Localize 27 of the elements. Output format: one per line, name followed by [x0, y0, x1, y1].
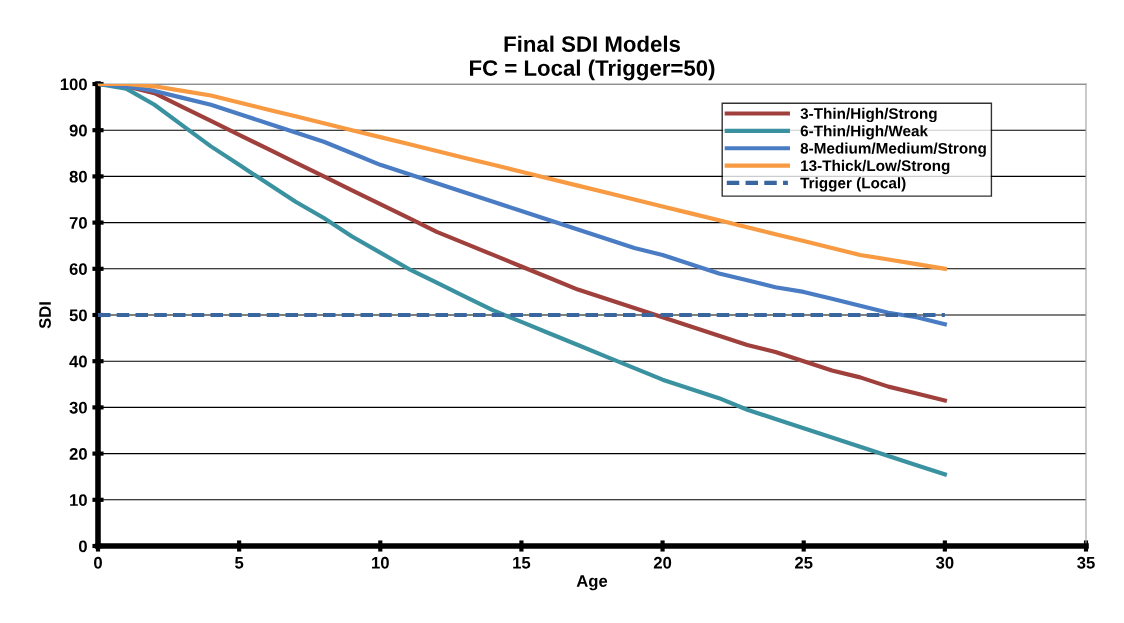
x-tick-label: 15: [513, 557, 531, 569]
x-tick-label: 5: [235, 557, 244, 569]
y-axis-title: SDI: [39, 302, 51, 329]
chart-title: Final SDI Models FC = Local (Trigger=50): [470, 35, 715, 81]
x-axis-title: Age: [576, 575, 608, 591]
legend-label: 3-Thin/High/Strong: [800, 107, 937, 123]
legend-label: 6-Thin/High/Weak: [800, 125, 929, 140]
legend-label: 13-Thick/Low/Strong: [801, 159, 950, 175]
y-tick-label: 20: [69, 448, 87, 460]
x-tick-label: 20: [653, 556, 672, 569]
y-tick-label: 100: [60, 78, 87, 91]
y-tick-label: 0: [78, 540, 87, 553]
legend-label: Trigger (Local): [800, 177, 906, 192]
y-tick-label: 10: [70, 494, 87, 506]
x-tick-label: 0: [94, 556, 102, 569]
x-tick-label: 30: [935, 556, 954, 569]
y-tick-label: 90: [69, 124, 87, 137]
x-tick-label: 35: [1077, 556, 1095, 569]
x-tick-label: 10: [372, 556, 389, 569]
y-tick-label: 30: [69, 401, 87, 414]
y-tick-label: 70: [69, 217, 87, 229]
y-tick-label: 40: [69, 355, 87, 368]
y-tick-label: 50: [69, 309, 87, 322]
x-tick-label: 25: [795, 556, 813, 569]
y-tick-label: 80: [69, 170, 87, 183]
y-tick-label: 60: [69, 263, 87, 275]
legend-label: 8-Medium/Medium/Strong: [800, 142, 986, 157]
